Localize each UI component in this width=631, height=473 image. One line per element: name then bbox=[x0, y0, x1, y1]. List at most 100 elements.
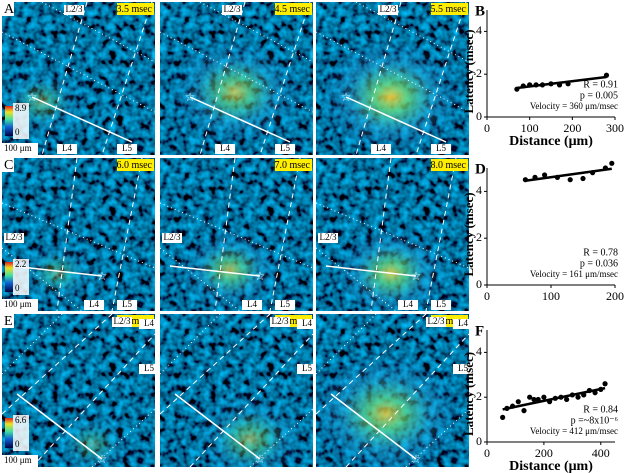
layer-label: L5 bbox=[436, 299, 446, 309]
layer-border bbox=[425, 158, 457, 311]
point bbox=[509, 403, 516, 409]
layer-label: L2/3 bbox=[114, 316, 131, 326]
layer-border bbox=[2, 247, 83, 311]
layer-border bbox=[189, 333, 313, 467]
point bbox=[541, 394, 547, 400]
panel-letter-bg bbox=[2, 314, 14, 328]
time-label-bg bbox=[275, 159, 312, 171]
point bbox=[609, 160, 615, 166]
y-tick-label: 0 bbox=[476, 109, 482, 123]
time-label: 3.5 msec bbox=[430, 316, 466, 327]
point bbox=[581, 392, 587, 398]
axis-arrow bbox=[169, 265, 261, 277]
panel-letter: E bbox=[4, 314, 13, 329]
layer-label: L2/3 bbox=[428, 316, 445, 326]
panel-letter: A bbox=[4, 2, 15, 17]
layer-border bbox=[2, 314, 113, 415]
point bbox=[546, 399, 553, 405]
layer-label-bg bbox=[275, 300, 295, 310]
point bbox=[552, 395, 558, 401]
point bbox=[602, 381, 608, 387]
heatmap-frame: ☆ 8.0 msec L2/3 L4 L5 bbox=[316, 158, 469, 311]
point bbox=[564, 396, 570, 403]
colorbar-min: 0 bbox=[15, 283, 20, 293]
axis-arrow bbox=[330, 393, 417, 460]
layer-label-bg bbox=[297, 319, 317, 329]
axis-arrow bbox=[174, 393, 261, 460]
time-label: 2.5 msec bbox=[116, 316, 152, 327]
point bbox=[514, 86, 520, 92]
x-tick-label: 0 bbox=[484, 289, 490, 303]
star: ☆ bbox=[255, 452, 266, 466]
colorbar-min: 0 bbox=[15, 127, 20, 137]
point bbox=[521, 408, 527, 414]
x-tick-label: 0 bbox=[484, 446, 490, 460]
activation bbox=[17, 241, 97, 305]
colorbar-max: 2.2 bbox=[15, 259, 26, 269]
axis-arrow bbox=[345, 96, 447, 143]
layer-label: L2/3 bbox=[224, 4, 241, 14]
annotation: p = 0.005 bbox=[580, 90, 618, 101]
point bbox=[602, 165, 609, 171]
activation bbox=[180, 230, 280, 310]
x-tick-label: 200 bbox=[563, 121, 581, 135]
layer-label-bg bbox=[84, 300, 104, 310]
time-label: 8.0 msec bbox=[430, 160, 466, 171]
point bbox=[527, 82, 533, 88]
time-label-bg bbox=[117, 3, 154, 15]
layer-label-bg bbox=[57, 144, 77, 154]
annotation: R = 0.78 bbox=[583, 247, 618, 258]
point bbox=[531, 396, 537, 403]
layer-label: L5 bbox=[144, 363, 154, 373]
colorbar-label-bg bbox=[13, 415, 29, 451]
layer-label: L5 bbox=[280, 143, 290, 153]
colorbar-max: 8.9 bbox=[15, 103, 27, 113]
scale-bar-bg bbox=[2, 143, 38, 155]
annotation: Velocity = 360 μm/msec bbox=[530, 101, 618, 111]
fit-line bbox=[525, 167, 612, 182]
point bbox=[592, 390, 598, 396]
point bbox=[542, 172, 548, 178]
layer-label-bg bbox=[453, 364, 473, 374]
x-axis-label: Distance (μm) bbox=[509, 459, 593, 473]
time-label: 3.5 msec bbox=[116, 4, 152, 15]
layer-label: L4 bbox=[89, 299, 99, 309]
colorbar-label-bg bbox=[13, 103, 29, 139]
layer-label: L5 bbox=[122, 143, 132, 153]
point bbox=[603, 72, 610, 78]
layer-label-bg bbox=[398, 300, 418, 310]
activation bbox=[336, 229, 446, 311]
time-label-bg bbox=[431, 159, 468, 171]
time-label: 5.5 msec bbox=[430, 4, 466, 15]
colorbar-min: 0 bbox=[15, 439, 20, 449]
layer-border bbox=[345, 333, 469, 467]
axis-arrow bbox=[31, 96, 133, 143]
y-axis-label: Latency (msec) bbox=[461, 192, 476, 276]
panel-letter-bg bbox=[2, 2, 14, 16]
layer-label-bg bbox=[139, 319, 159, 329]
point bbox=[580, 175, 586, 182]
y-tick-label: 4 bbox=[476, 183, 482, 197]
point bbox=[598, 386, 604, 392]
layer-label-bg bbox=[318, 233, 338, 243]
layer-label: L5 bbox=[302, 363, 312, 373]
annotation: Velocity = 412 μm/msec bbox=[530, 426, 618, 436]
panel-letter-bg bbox=[2, 158, 14, 172]
activation bbox=[316, 354, 461, 467]
layer-label-bg bbox=[117, 300, 137, 310]
star: ☆ bbox=[411, 269, 422, 283]
point bbox=[515, 399, 521, 405]
point bbox=[539, 82, 546, 88]
layer-border bbox=[111, 158, 143, 311]
x-tick-label: 300 bbox=[606, 121, 624, 135]
point bbox=[558, 394, 564, 400]
x-tick-label: 200 bbox=[606, 289, 624, 303]
point bbox=[535, 396, 541, 403]
heatmap-frame: ☆ 3.5 msec L2/3 L4 L5 8.9 0 100 μm bbox=[2, 2, 155, 155]
y-tick-label: 0 bbox=[476, 277, 482, 291]
layer-label-bg bbox=[242, 300, 262, 310]
heatmap-frame: ☆ 6.0 msec L2/3 L4 L5 2.2 0 100 μm bbox=[2, 158, 155, 311]
layer-label: L2/3 bbox=[6, 232, 23, 242]
